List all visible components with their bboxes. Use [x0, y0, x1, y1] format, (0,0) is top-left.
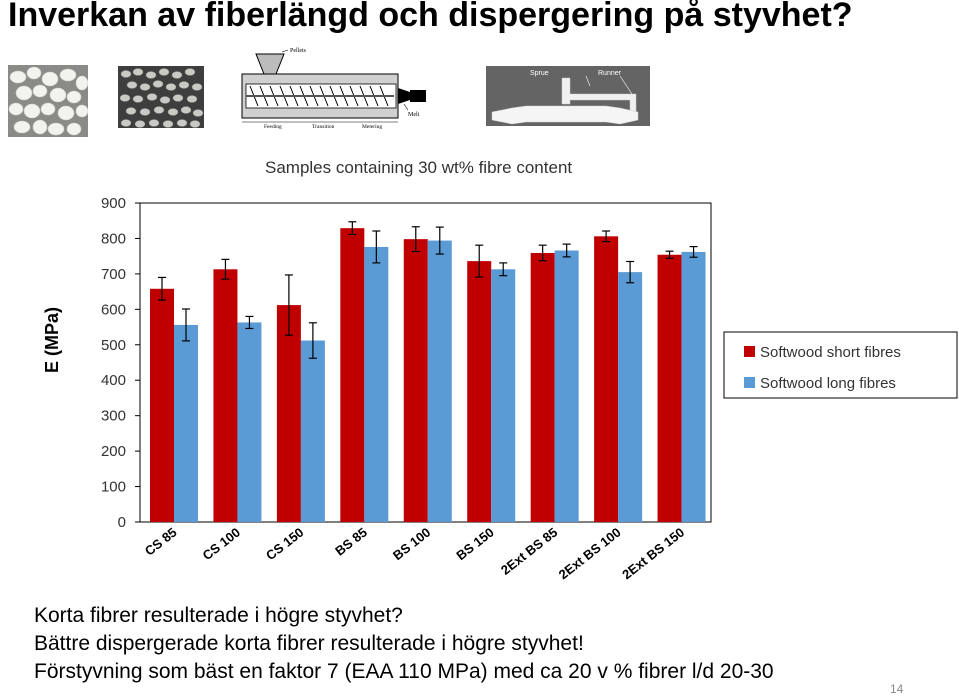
zone-label: Metering: [362, 124, 382, 130]
legend-swatch-long: [744, 377, 755, 388]
extruder-diagram: Pellets Melt Feeding Transition Metering: [238, 44, 430, 132]
y-tick-label: 700: [101, 266, 126, 283]
bullet-line: Korta fibrer resulterade i högre styvhet…: [34, 604, 403, 627]
x-tick-label: CS 100: [200, 525, 243, 564]
y-tick-label: 800: [101, 230, 126, 247]
y-tick-label: 300: [101, 408, 126, 425]
bullet-line: Bättre dispergerade korta fibrer resulte…: [34, 632, 584, 655]
slide-title: Inverkan av fiberlängd och dispergering …: [8, 0, 853, 34]
y-axis-label: E (MPa): [42, 307, 62, 373]
bar-short-fibres: [657, 254, 682, 522]
x-tick-label: BS 150: [453, 525, 496, 564]
bar-short-fibres: [150, 288, 174, 522]
melt-label: Melt: [408, 112, 420, 118]
slide-bullets: Korta fibrer resulterade i högre styvhet…: [34, 602, 774, 686]
y-tick-label: 400: [101, 372, 126, 389]
bar-short-fibres: [213, 269, 238, 522]
x-tick-label: BS 85: [332, 525, 370, 559]
bar-short-fibres: [594, 236, 619, 522]
x-tick-label: 2Ext BS 150: [619, 525, 687, 583]
bar-long-fibres: [681, 251, 706, 522]
x-tick-label: CS 85: [142, 525, 180, 559]
legend-label-short: Softwood short fibres: [760, 344, 901, 361]
bar-short-fibres: [530, 252, 555, 522]
bar-long-fibres: [237, 322, 262, 522]
bar-long-fibres: [554, 250, 579, 523]
legend-label-long: Softwood long fibres: [760, 375, 896, 392]
zone-label: Transition: [312, 124, 335, 130]
bar-long-fibres: [427, 240, 452, 522]
legend-swatch-short: [744, 346, 755, 357]
y-tick-label: 100: [101, 479, 126, 496]
bar-short-fibres: [403, 239, 428, 523]
bar-short-fibres: [467, 261, 492, 522]
legend-box: [723, 331, 958, 399]
moulded-specimen-photo: Sprue Runner: [486, 66, 650, 126]
y-tick-label: 500: [101, 337, 126, 354]
y-tick-label: 0: [118, 514, 126, 531]
bar-long-fibres: [300, 340, 325, 522]
bar-long-fibres: [364, 246, 389, 522]
runner-label: Runner: [598, 70, 622, 77]
bar-long-fibres: [618, 272, 643, 522]
grey-pellets-photo: [118, 66, 204, 128]
bullet-line: Förstyvning som bäst en faktor 7 (EAA 11…: [34, 660, 774, 683]
modulus-bar-chart: Samples containing 30 wt% fibre content …: [42, 158, 958, 583]
bar-long-fibres: [491, 269, 516, 522]
page-number: 14: [890, 682, 904, 696]
bar-short-fibres: [276, 305, 301, 522]
sprue-label: Sprue: [530, 70, 549, 77]
x-tick-label: BS 100: [390, 525, 433, 564]
chart-title: Samples containing 30 wt% fibre content: [265, 158, 572, 177]
zone-label: Feeding: [264, 124, 282, 130]
x-tick-label: 2Ext BS 100: [556, 525, 624, 583]
white-pellets-photo: [8, 65, 88, 137]
bar-long-fibres: [174, 324, 198, 522]
y-tick-label: 600: [101, 301, 126, 318]
pellets-label: Pellets: [290, 48, 307, 54]
y-tick-label: 200: [101, 443, 126, 460]
x-tick-label: 2Ext BS 85: [498, 525, 560, 578]
bar-short-fibres: [340, 228, 365, 522]
y-tick-label: 900: [101, 195, 126, 212]
x-tick-label: CS 150: [263, 525, 306, 564]
